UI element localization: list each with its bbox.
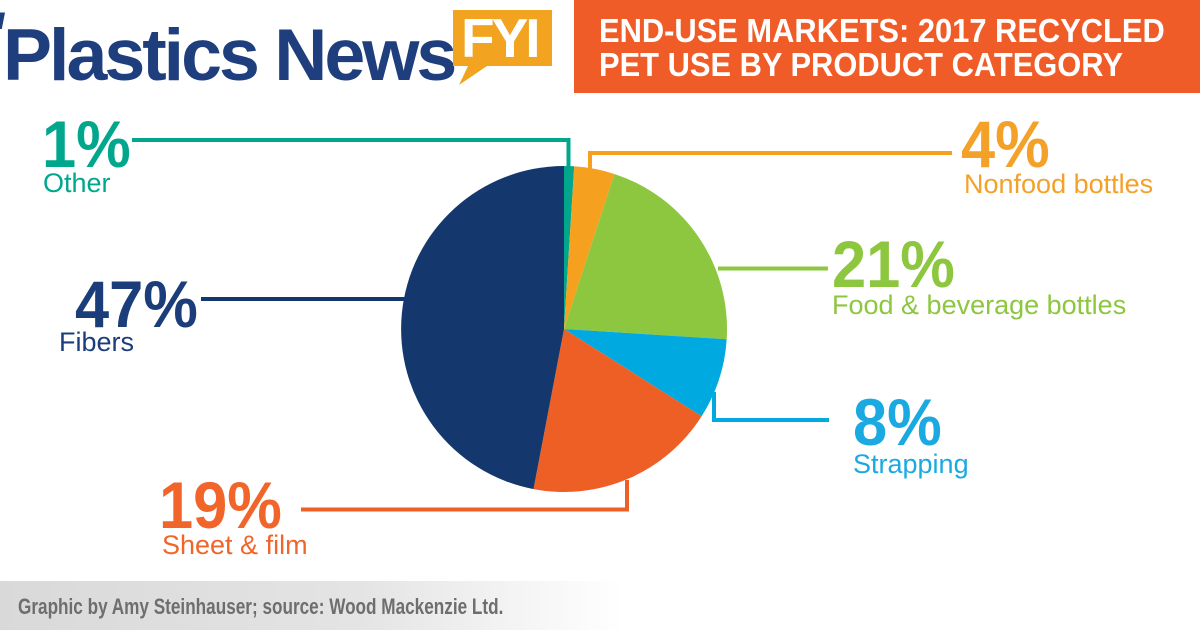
- svg-text:FYI: FYI: [461, 7, 538, 69]
